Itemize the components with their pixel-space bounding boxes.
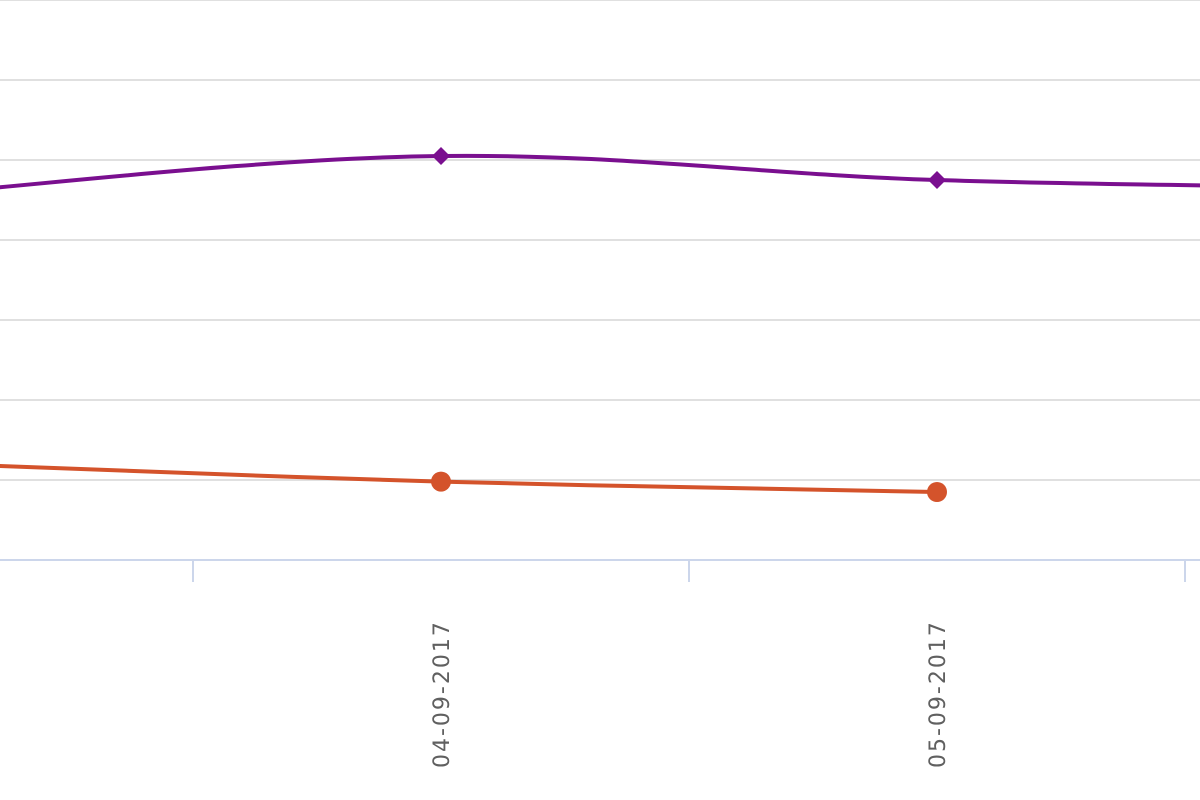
gridlines xyxy=(0,0,1200,481)
series-0-point[interactable] xyxy=(432,147,450,165)
markers-layer xyxy=(431,147,947,502)
x-tick-labels: 04-09-2017 05-09-2017 xyxy=(430,620,951,768)
x-tick-label: 05-09-2017 xyxy=(926,620,951,768)
series-1-point[interactable] xyxy=(431,471,451,492)
series-0-point[interactable] xyxy=(928,171,946,189)
series-layer xyxy=(0,153,1200,494)
x-tick-label: 04-09-2017 xyxy=(430,620,455,768)
series-line-1 xyxy=(0,464,939,494)
series-line-0 xyxy=(0,153,1200,190)
series-1-point[interactable] xyxy=(927,482,947,502)
x-axis xyxy=(0,559,1200,582)
